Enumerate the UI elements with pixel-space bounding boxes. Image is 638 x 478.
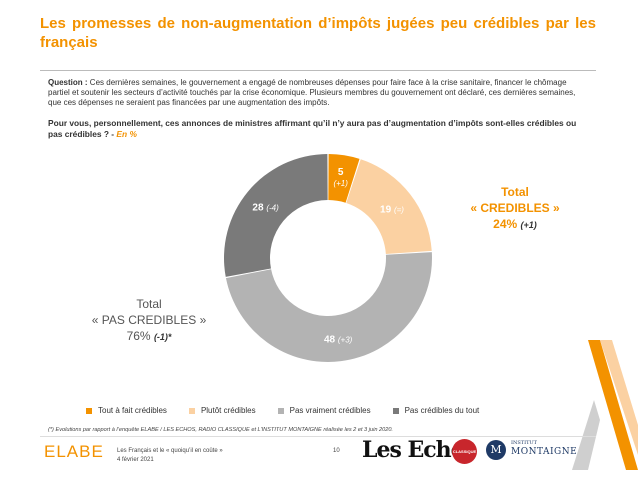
institut-montaigne-logo: INSTITUT MONTAIGNE	[511, 440, 577, 458]
donut-slice-3	[223, 154, 328, 277]
total-pas-credibles: Total « PAS CREDIBLES » 76% (-1)*	[74, 296, 224, 345]
total-pas-credibles-line2: « PAS CREDIBLES »	[91, 313, 207, 327]
legend-item-plutot: Plutôt crédibles	[188, 406, 256, 415]
radio-classique-logo: CLASSIQUE	[452, 439, 477, 464]
legend-item-pas-vraiment: Pas vraiment crédibles	[277, 406, 371, 415]
donut-delta-text-3: (-4)	[266, 203, 279, 212]
donut-delta-text-1: (=)	[394, 205, 404, 214]
legend-label: Pas vraiment crédibles	[289, 406, 371, 415]
legend-swatch	[277, 407, 284, 414]
slide-title: Les promesses de non-augmentation d’impô…	[40, 15, 596, 51]
question-label: Question :	[48, 78, 88, 87]
legend-swatch	[86, 407, 92, 414]
legend-swatch	[392, 407, 399, 414]
sub-question-unit: En %	[116, 129, 137, 139]
donut-delta-text-2: (+3)	[338, 335, 353, 344]
legend-label: Tout à fait crédibles	[98, 406, 167, 415]
footer-divider	[40, 436, 596, 437]
donut-value-label-0: 5	[338, 167, 344, 178]
question-block: Question : Ces dernières semaines, le go…	[48, 78, 588, 109]
corner-a-logo	[572, 340, 638, 470]
donut-value-label-1: 19 (=)	[380, 204, 404, 215]
donut-delta-label-0: (+1)	[333, 179, 348, 188]
footer-info: Les Français et le « quoiqu’il en coûte …	[117, 447, 223, 465]
donut-slice-0	[328, 154, 360, 203]
institut-line1: INSTITUT	[511, 440, 537, 446]
institut-montaigne-mark: M	[486, 440, 506, 460]
footer-doc-title: Les Français et le « quoiqu’il en coûte …	[117, 448, 223, 454]
donut-value-text-1: 19	[380, 204, 394, 215]
total-credibles: Total « CREDIBLES » 24% (+1)	[440, 184, 590, 233]
elabe-logo: ELABE	[44, 442, 104, 462]
donut-value-label-3: 28 (-4)	[252, 202, 279, 213]
institut-line2: MONTAIGNE	[511, 447, 578, 457]
page-number: 10	[333, 448, 340, 454]
total-pas-credibles-line1: Total	[136, 297, 162, 311]
question-text: Ces dernières semaines, le gouvernement …	[48, 78, 576, 108]
legend-label: Pas crédibles du tout	[404, 406, 480, 415]
footer-date: 4 février 2021	[117, 457, 154, 463]
total-pas-credibles-delta: (-1)*	[153, 332, 172, 342]
sub-question: Pour vous, personnellement, ces annonces…	[48, 118, 588, 140]
donut-value-text-2: 48	[324, 334, 338, 345]
chart-legend: Tout à fait crédibles Plutôt crédibles P…	[86, 406, 501, 415]
total-credibles-value: 24%	[493, 217, 518, 231]
total-credibles-line1: Total	[501, 185, 529, 199]
donut-value-label-2: 48 (+3)	[324, 334, 353, 345]
legend-swatch	[188, 407, 195, 414]
sub-question-text: Pour vous, personnellement, ces annonces…	[48, 118, 577, 139]
legend-label: Plutôt crédibles	[200, 406, 256, 415]
donut-slice-1	[346, 159, 432, 255]
legend-item-pas-du-tout: Pas crédibles du tout	[392, 406, 480, 415]
title-divider	[40, 70, 596, 71]
donut-slices	[223, 154, 432, 362]
donut-labels: 5(+1) 19 (=) 48 (+3) 28 (-4)	[252, 167, 404, 345]
legend-item-tout-a-fait: Tout à fait crédibles	[86, 406, 167, 415]
total-credibles-line2: « CREDIBLES »	[470, 201, 560, 215]
footnote: (*) Evolutions par rapport à l’enquête E…	[48, 427, 393, 433]
donut-value-text-3: 28	[252, 202, 266, 213]
donut-slice-2	[225, 252, 432, 362]
total-credibles-delta: (+1)	[520, 220, 537, 230]
total-pas-credibles-value: 76%	[126, 329, 151, 343]
elabe-logo-text: ELABE	[44, 442, 104, 461]
